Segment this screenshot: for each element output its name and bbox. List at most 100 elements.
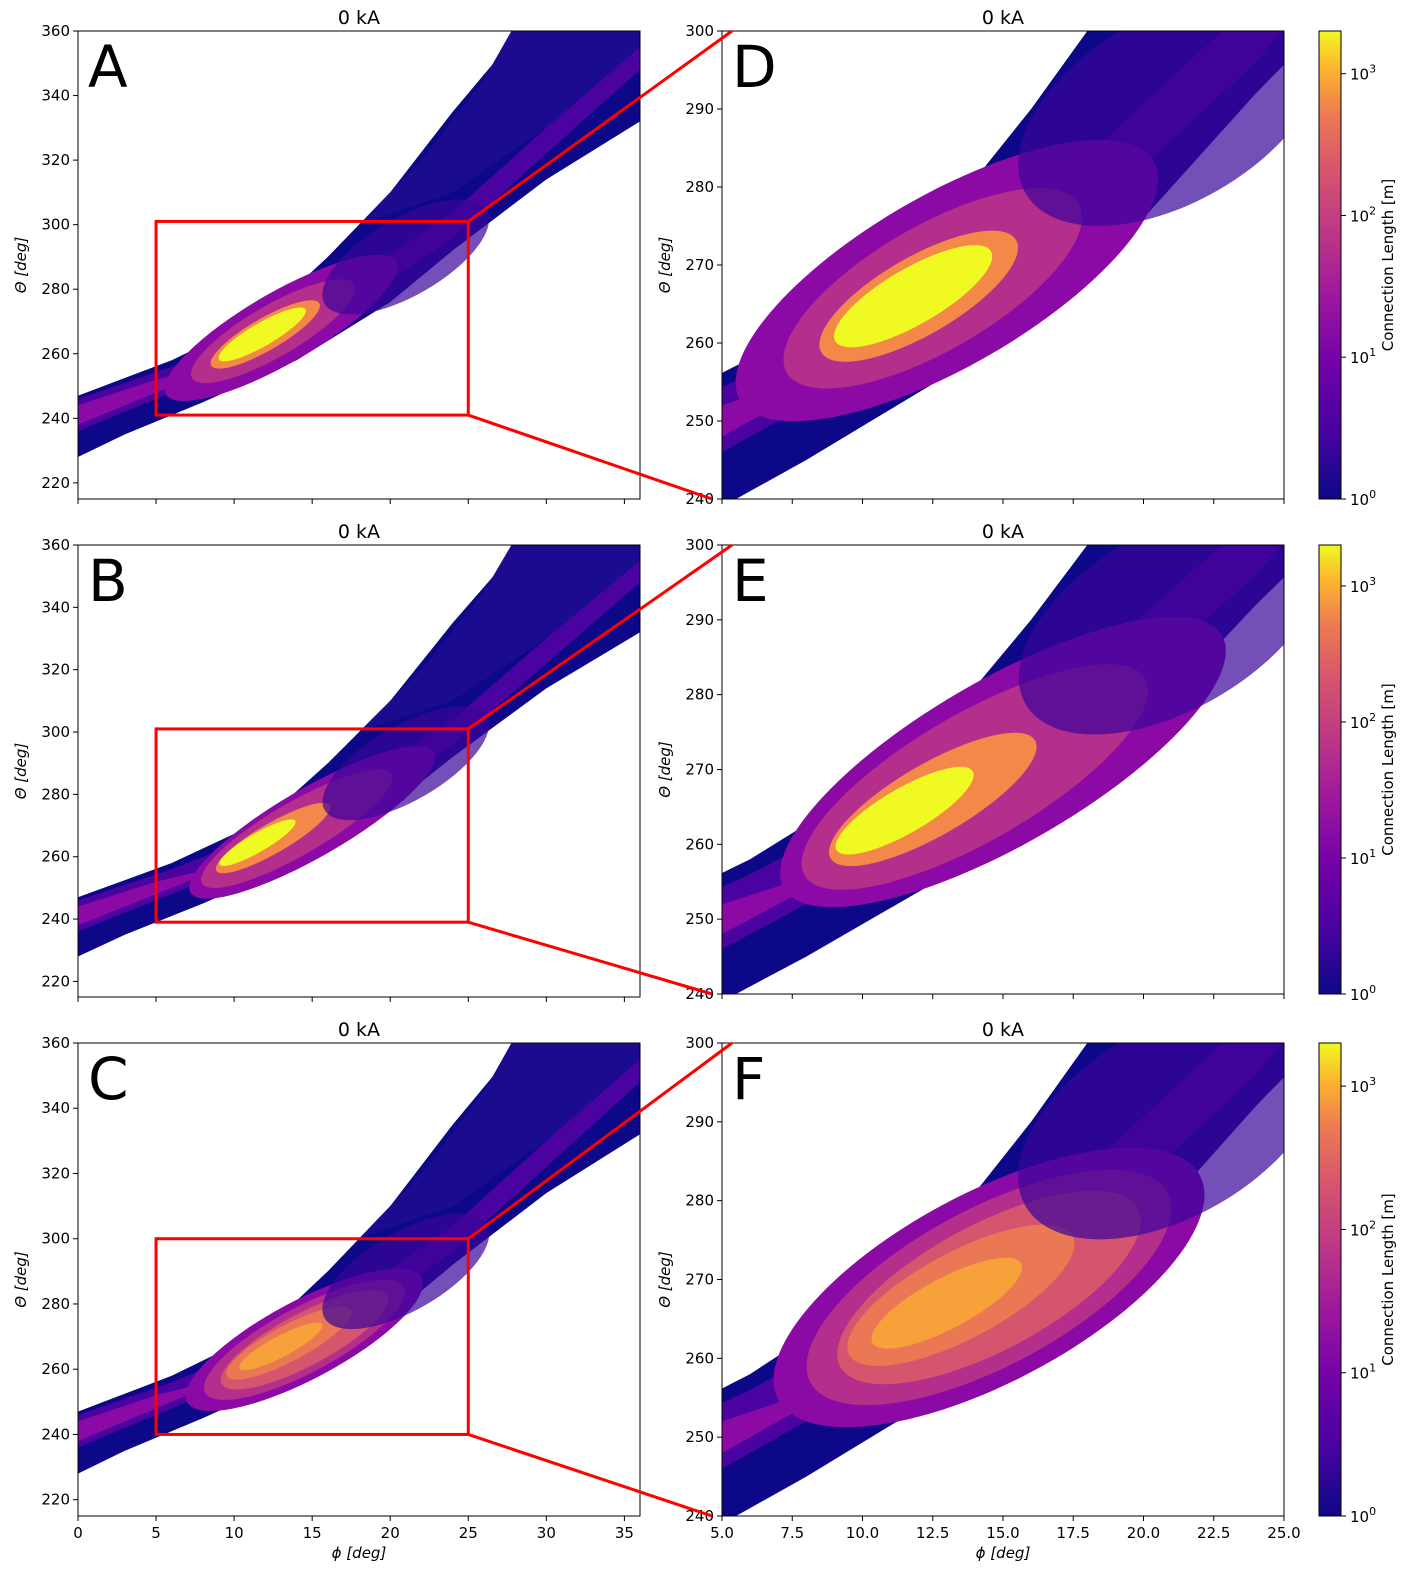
y-tick-label: 240 [41, 409, 70, 427]
y-tick-label: 250 [685, 910, 714, 928]
x-tick-label: 12.5 [916, 1524, 949, 1542]
x-tick-label: 15 [303, 1524, 322, 1542]
x-tick-label: 10 [225, 1524, 244, 1542]
heatmap-field [722, 0, 1413, 499]
colorbar-label: Connection Length [m] [1379, 1193, 1397, 1365]
panel-letter: E [732, 547, 769, 615]
y-tick-label: 240 [41, 910, 70, 928]
y-tick-label: 240 [685, 490, 714, 508]
y-tick-label: 280 [41, 280, 70, 298]
colorbar-tick-label: 100 [1350, 1505, 1376, 1526]
colorbar-1: 100 101 102 103 Connection Length [m] [1318, 30, 1397, 509]
y-tick-label: 250 [685, 412, 714, 430]
x-axis-label: ϕ [deg] [332, 1544, 387, 1562]
y-axis-label: Θ [deg] [656, 741, 674, 798]
axes-frame [77, 30, 641, 500]
y-axis-label: Θ [deg] [656, 237, 674, 294]
y-tick-label: 260 [685, 1349, 714, 1367]
y-tick-label: 280 [41, 785, 70, 803]
y-tick-label: 360 [41, 1034, 70, 1052]
zoom-box [154, 219, 470, 417]
y-tick-label: 260 [685, 835, 714, 853]
y-tick-label: 260 [685, 334, 714, 352]
y-tick-label: 360 [41, 536, 70, 554]
band-lobe [359, 1043, 640, 1239]
x-tick-label: 5.0 [710, 1524, 734, 1542]
upper-ellipse [322, 199, 490, 315]
y-tick-label: 290 [685, 100, 714, 118]
x-tick-label: 15.0 [986, 1524, 1019, 1542]
x-tick-label: 20 [381, 1524, 400, 1542]
panel-title: 0 kA [982, 7, 1024, 29]
y-tick-label: 300 [685, 22, 714, 40]
core [218, 307, 306, 362]
y-tick-label: 320 [41, 661, 70, 679]
colorbar-tick-label: 101 [1350, 346, 1376, 367]
spiral-core [239, 1322, 323, 1371]
colorbar-tick-label: 101 [1350, 847, 1376, 868]
x-tick-label: 35 [615, 1524, 634, 1542]
y-tick-label: 270 [685, 1271, 714, 1289]
heatmap-field [78, 545, 640, 957]
spiral-core [871, 1257, 1023, 1349]
zoom-line-top [467, 1041, 733, 1240]
x-tick-label: 25 [459, 1524, 478, 1542]
y-tick-label: 220 [41, 972, 70, 990]
core [833, 245, 993, 348]
colorbar-tick-label: 100 [1350, 983, 1376, 1004]
colorbar-tick-label: 100 [1350, 488, 1376, 509]
zoom-line-top [467, 29, 733, 223]
y-tick-label: 300 [41, 216, 70, 234]
panel-c: 220 240 260 280 300 320 340 360 0 5 10 15 20 25 30 35 0 … [12, 1019, 641, 1562]
panel-b: 220 240 260 280 300 320 340 360 0 kA Θ [deg] B [12, 521, 641, 1002]
x-axis-label: ϕ [deg] [976, 1544, 1031, 1562]
y-tick-label: 290 [685, 1113, 714, 1131]
panel-letter: C [88, 1045, 129, 1113]
y-tick-label: 220 [41, 1491, 70, 1509]
upper-ellipse [1018, 1043, 1284, 1240]
heatmap-field [722, 545, 1284, 994]
y-tick-label: 260 [41, 345, 70, 363]
heatmap-field [722, 1043, 1284, 1516]
band-lobe [359, 31, 640, 225]
y-tick-label: 340 [41, 1099, 70, 1117]
y-tick-label: 340 [41, 87, 70, 105]
y-tick-label: 280 [685, 686, 714, 704]
y-tick-label: 320 [41, 1164, 70, 1182]
colorbar-gradient [1318, 544, 1342, 995]
colorbar-tick-label: 102 [1350, 711, 1376, 732]
x-tick-label: 30 [537, 1524, 556, 1542]
colorbar-gradient [1318, 30, 1342, 500]
band-lobe [1087, 0, 1413, 31]
upper-ellipse [322, 1213, 490, 1330]
x-tick-label: 25.0 [1267, 1524, 1300, 1542]
y-tick-label: 300 [685, 536, 714, 554]
panel-title: 0 kA [338, 521, 380, 543]
x-tick-label: 17.5 [1057, 1524, 1090, 1542]
x-tick-label: 5 [151, 1524, 161, 1542]
band-lobe [359, 545, 640, 732]
panel-a: 220 240 260 280 300 320 340 360 0 kA Θ [deg] A [12, 7, 641, 504]
y-tick-label: 360 [41, 22, 70, 40]
colorbar-tick-label: 102 [1350, 1218, 1376, 1239]
colorbar-tick-label: 103 [1350, 1075, 1376, 1096]
y-tick-label: 240 [41, 1425, 70, 1443]
y-tick-label: 260 [41, 848, 70, 866]
zoom-line-top [467, 543, 733, 731]
y-tick-label: 320 [41, 151, 70, 169]
y-tick-label: 280 [685, 178, 714, 196]
core [835, 766, 974, 855]
panel-letter: B [88, 547, 128, 615]
x-tick-label: 20.0 [1127, 1524, 1160, 1542]
x-tick-label: 7.5 [780, 1524, 804, 1542]
panel-title: 0 kA [338, 7, 380, 29]
y-tick-label: 270 [685, 256, 714, 274]
y-tick-label: 250 [685, 1428, 714, 1446]
colorbar-label: Connection Length [m] [1379, 683, 1397, 855]
heatmap-field [78, 31, 640, 457]
zoom-line-bottom [467, 1433, 713, 1518]
zoom-box [154, 1237, 470, 1436]
y-axis-label: Θ [deg] [12, 743, 30, 800]
